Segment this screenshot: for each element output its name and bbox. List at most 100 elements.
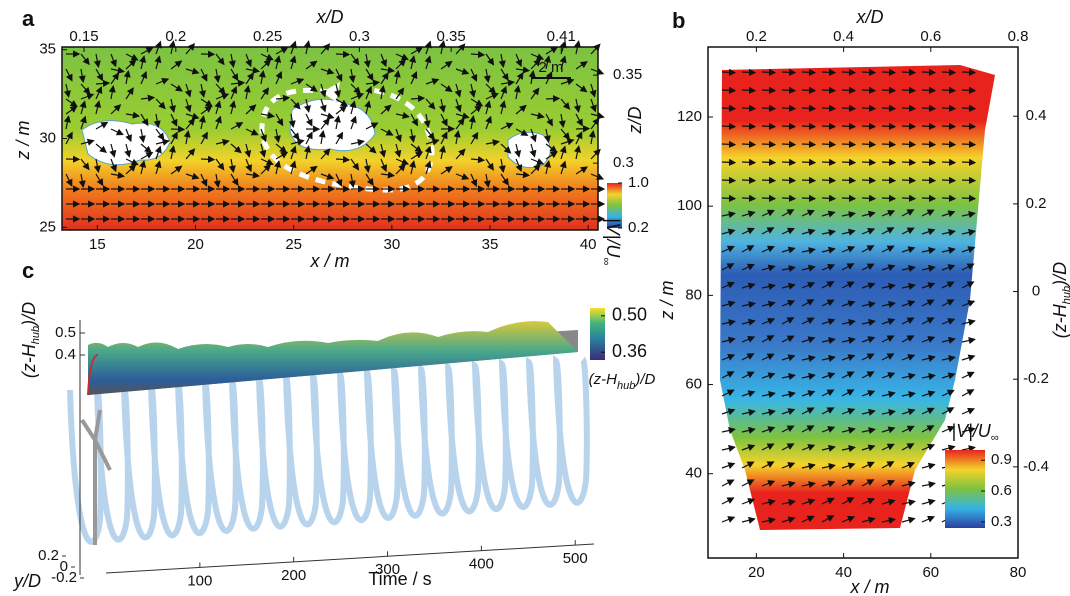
arrow [861,444,876,452]
arrow [741,516,756,524]
arrow [941,264,956,271]
arrow [154,160,162,175]
arrow [921,176,937,184]
arrow [260,111,275,119]
colorbar-tick-label: 0.36 [612,341,647,361]
y-axis-label: z / m [13,120,33,160]
arrow [575,166,588,175]
arrow [530,87,540,100]
arrow [761,140,777,148]
arrow [485,115,492,130]
arrow [861,516,876,524]
arrow [781,227,795,235]
arrow [801,515,815,523]
arrow [320,67,335,75]
arrow [961,263,975,271]
arrow [961,176,977,184]
arrow [801,228,816,236]
arrow [781,335,795,343]
arrow [941,122,957,130]
arrow [801,317,815,325]
arrow [901,194,917,202]
arrows-a [63,40,606,223]
arrow [140,152,154,160]
arrow [761,317,776,325]
arrow [543,128,551,143]
arrow [881,227,895,235]
arrow [125,158,139,166]
arrow [483,173,491,188]
colorbar-c [590,308,605,360]
x-tick-label: 20 [748,564,765,581]
arrow [575,113,583,127]
arrow [801,104,817,112]
arrow [588,130,596,145]
vortex-path [259,87,435,193]
arrow [140,113,149,127]
arrow [841,158,857,166]
arrow [125,59,137,70]
arrow [320,148,331,160]
arrow [841,263,855,271]
arrow [781,265,796,273]
arrow [589,98,597,113]
arrow [63,83,71,98]
arrow [95,173,104,187]
arrow [941,176,957,184]
arrow [500,79,516,87]
arrow [470,98,484,107]
arrow [380,66,396,74]
arrow [424,160,432,175]
arrow [941,336,956,344]
x-tick-label: 60 [922,564,939,581]
arrow [721,245,735,253]
arrow [901,104,917,112]
arrow [395,53,409,61]
arrow [761,335,775,343]
arrow [260,128,267,143]
y2-tick-label: -0.2 [1023,370,1049,387]
arrow [515,158,523,173]
arrow [214,115,222,130]
arrow [721,228,736,236]
arrow [95,68,104,82]
x-tick-label: 35 [482,236,499,253]
arrow [485,139,500,147]
arrow [95,86,103,100]
arrow [110,104,122,115]
arrow [379,143,387,158]
arrow [155,138,170,146]
arrow [741,426,756,434]
scale-bar-label: 2 m [538,59,563,76]
arrow [861,245,875,253]
arrow [558,113,566,128]
arrow [761,245,775,253]
arrow [821,515,835,523]
arrow [305,60,318,70]
arrow [110,66,125,74]
arrow [319,83,327,98]
arrow [881,479,896,487]
arrow [921,264,936,272]
arrow [901,408,916,416]
arrow [941,229,956,237]
arrow [941,318,956,325]
arrow [821,480,836,488]
trajectory [67,354,590,545]
turbine [80,409,112,545]
colorbar-b [945,450,985,528]
arrow [721,86,737,94]
arrow [761,391,776,399]
arrow [365,85,373,100]
arrow [185,67,200,75]
arrow [781,194,797,202]
arrow [901,443,915,451]
arrow [861,390,876,397]
arrow [318,130,326,145]
arrow [409,160,417,175]
arrow [781,408,796,415]
arrow [741,263,755,271]
arrow [350,115,357,130]
arrow [335,105,348,115]
arrow [821,337,836,345]
